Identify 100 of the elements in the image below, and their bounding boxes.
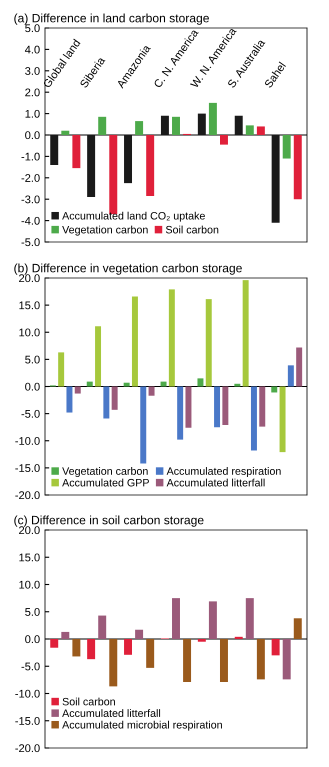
y-tick-label: 10.0 bbox=[19, 328, 40, 336]
bar bbox=[250, 386, 257, 451]
bar bbox=[198, 114, 206, 135]
y-tick-label: 5.0 bbox=[25, 24, 40, 32]
bar bbox=[87, 135, 96, 198]
bar bbox=[208, 601, 217, 639]
bar bbox=[271, 386, 278, 392]
bar bbox=[148, 386, 155, 396]
bar bbox=[58, 352, 64, 386]
legend-label: Accumulated microbial respiration bbox=[62, 720, 222, 731]
y-tick-label: 1.0 bbox=[26, 110, 40, 118]
bar bbox=[86, 382, 93, 386]
legend-label: Accumulated litterfall bbox=[166, 478, 265, 486]
bar bbox=[87, 639, 96, 660]
bar bbox=[294, 618, 302, 639]
bar bbox=[160, 116, 169, 135]
bar bbox=[95, 326, 102, 386]
bar bbox=[197, 378, 204, 386]
bar bbox=[242, 280, 249, 386]
y-tick-label: 2.0 bbox=[25, 88, 40, 96]
legend-label: Vegetation carbon bbox=[62, 226, 148, 236]
legend-label: Accumulated litterfall bbox=[62, 709, 160, 717]
y-tick-label: -20.0 bbox=[15, 491, 40, 500]
y-tick-label: 4.0 bbox=[24, 46, 40, 54]
y-tick-label: 20.0 bbox=[19, 526, 40, 534]
bar bbox=[256, 126, 265, 135]
y-tick-label: 0.0 bbox=[25, 382, 40, 391]
bar bbox=[208, 102, 217, 135]
legend-label: Soil carbon bbox=[62, 698, 115, 706]
legend-label: Accumulated respiration bbox=[166, 467, 281, 478]
bar bbox=[259, 386, 266, 427]
bar bbox=[61, 632, 70, 639]
bar bbox=[103, 386, 110, 419]
y-tick-label: -20.0 bbox=[15, 744, 40, 752]
bar bbox=[146, 639, 154, 668]
bar bbox=[50, 639, 58, 648]
y-tick-label: -4.0 bbox=[21, 216, 40, 225]
bar bbox=[234, 116, 243, 135]
legend-label: Accumulated GPP bbox=[62, 478, 149, 486]
bar bbox=[109, 639, 118, 686]
y-tick-label: 20.0 bbox=[19, 274, 40, 282]
legend-label: Soil carbon bbox=[166, 226, 218, 234]
bar bbox=[50, 135, 58, 165]
y-tick-label: 15.0 bbox=[19, 554, 40, 562]
bar bbox=[183, 639, 192, 682]
y-tick-label: -15.0 bbox=[15, 717, 40, 725]
bar bbox=[66, 386, 72, 413]
legend-label: Vegetation carbon bbox=[62, 467, 148, 478]
y-tick-label: -2.0 bbox=[21, 174, 40, 182]
y-tick-label: -3.0 bbox=[21, 195, 40, 204]
y-tick-label: -10.0 bbox=[15, 690, 40, 698]
bar bbox=[272, 639, 280, 656]
bar bbox=[246, 598, 254, 639]
bar bbox=[135, 630, 144, 639]
y-tick-label: 5.0 bbox=[25, 608, 40, 616]
bar bbox=[256, 639, 265, 680]
bar bbox=[112, 386, 118, 410]
bar bbox=[222, 386, 228, 426]
bar bbox=[124, 135, 132, 184]
y-tick-label: 0.0 bbox=[25, 635, 40, 644]
bar bbox=[288, 365, 294, 386]
bar bbox=[282, 639, 291, 680]
bar bbox=[168, 289, 175, 386]
bar bbox=[135, 121, 144, 135]
y-tick-label: 10.0 bbox=[19, 580, 40, 589]
y-tick-label: -15.0 bbox=[15, 464, 40, 472]
chart-title: (a) Difference in land carbon storage bbox=[14, 14, 209, 25]
bar bbox=[124, 639, 132, 655]
bar bbox=[146, 135, 154, 196]
bar bbox=[220, 639, 228, 682]
bar bbox=[177, 386, 184, 440]
chart-title: (b) Difference in vegetation carbon storage bbox=[14, 263, 242, 275]
bar bbox=[185, 386, 192, 428]
bar bbox=[74, 386, 81, 394]
bar bbox=[98, 616, 106, 639]
bar bbox=[98, 116, 106, 135]
bar bbox=[160, 382, 167, 386]
bar bbox=[124, 382, 130, 386]
bar bbox=[72, 135, 80, 168]
bar bbox=[272, 135, 280, 223]
bar bbox=[280, 386, 286, 452]
bar bbox=[296, 347, 302, 386]
bar bbox=[234, 384, 240, 386]
bar bbox=[132, 296, 138, 386]
bar bbox=[198, 639, 206, 642]
y-tick-label: 0.0 bbox=[25, 131, 40, 140]
bar bbox=[246, 125, 254, 135]
bar bbox=[172, 116, 180, 135]
y-tick-label: -5.0 bbox=[21, 238, 40, 246]
bar bbox=[214, 386, 220, 428]
bar bbox=[72, 639, 80, 656]
bar bbox=[206, 299, 212, 386]
y-tick-label: 5.0 bbox=[25, 356, 40, 364]
y-tick-label: -5.0 bbox=[21, 662, 40, 670]
y-tick-label: -10.0 bbox=[15, 437, 40, 445]
bar bbox=[294, 135, 302, 200]
chart-title: (c) Difference in soil carbon storage bbox=[14, 515, 204, 527]
y-tick-label: -1.0 bbox=[21, 152, 40, 161]
y-tick-label: 3.0 bbox=[25, 67, 40, 75]
bar bbox=[172, 598, 180, 639]
